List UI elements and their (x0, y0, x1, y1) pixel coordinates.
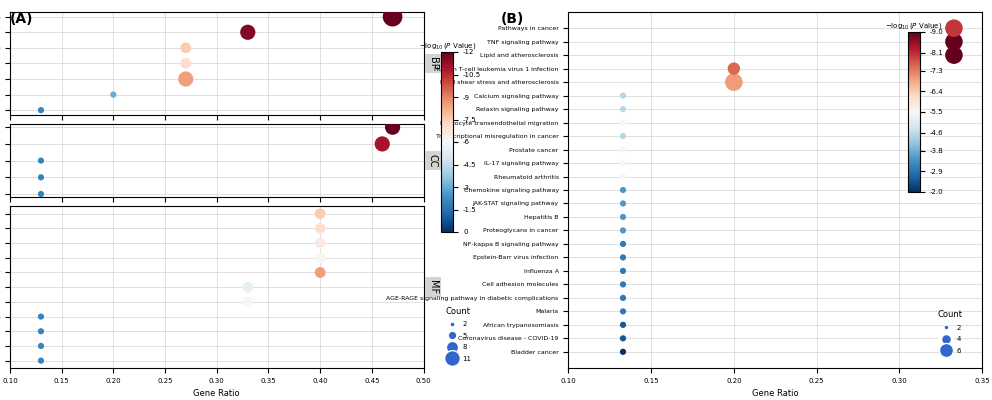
Point (726, 66, 742, 72)
Point (615, 214, 631, 220)
Point (615, 241, 631, 247)
Text: CC: CC (428, 154, 437, 167)
Title: $-\log_{10}(P\ \mathrm{Value})$: $-\log_{10}(P\ \mathrm{Value})$ (885, 21, 942, 31)
Point (105, 92, 121, 98)
Point (615, 146, 631, 153)
Point (946, 52, 962, 58)
Point (33, 107, 49, 113)
Point (33, 158, 49, 164)
Point (33, 191, 49, 197)
Point (312, 240, 328, 246)
Point (615, 335, 631, 342)
Point (240, 284, 256, 290)
Point (385, 14, 401, 20)
Point (240, 299, 256, 305)
Point (615, 308, 631, 314)
Point (312, 254, 328, 261)
Point (615, 322, 631, 328)
Point (615, 92, 631, 99)
Point (615, 254, 631, 261)
Point (33, 313, 49, 320)
Point (615, 133, 631, 139)
Legend: 2, 4, 6: 2, 4, 6 (935, 307, 965, 356)
Point (615, 160, 631, 166)
Point (312, 210, 328, 217)
Text: (A): (A) (10, 12, 34, 26)
Point (178, 60, 193, 67)
Point (946, 38, 962, 45)
Point (726, 79, 742, 85)
Point (312, 269, 328, 276)
Point (615, 106, 631, 112)
Point (385, 124, 401, 130)
Legend: 2, 5, 8, 11: 2, 5, 8, 11 (442, 304, 474, 364)
Title: $-\log_{10}(P\ \mathrm{Value})$: $-\log_{10}(P\ \mathrm{Value})$ (419, 41, 476, 51)
Point (615, 200, 631, 207)
Point (946, 25, 962, 31)
Point (178, 76, 193, 82)
Text: (B): (B) (501, 12, 525, 26)
Point (33, 343, 49, 349)
X-axis label: Gene Ratio: Gene Ratio (193, 389, 240, 398)
Point (615, 173, 631, 180)
Point (240, 29, 256, 36)
Point (33, 328, 49, 334)
Text: MF: MF (428, 280, 437, 294)
Point (178, 45, 193, 51)
X-axis label: Gene Ratio: Gene Ratio (752, 389, 799, 398)
Point (33, 174, 49, 180)
Point (615, 295, 631, 301)
Point (374, 141, 390, 147)
Point (615, 349, 631, 355)
Point (615, 268, 631, 274)
Point (312, 225, 328, 232)
Text: BP: BP (428, 57, 437, 70)
Point (33, 358, 49, 364)
Point (615, 119, 631, 126)
Point (615, 227, 631, 234)
Point (615, 281, 631, 288)
Point (615, 187, 631, 193)
